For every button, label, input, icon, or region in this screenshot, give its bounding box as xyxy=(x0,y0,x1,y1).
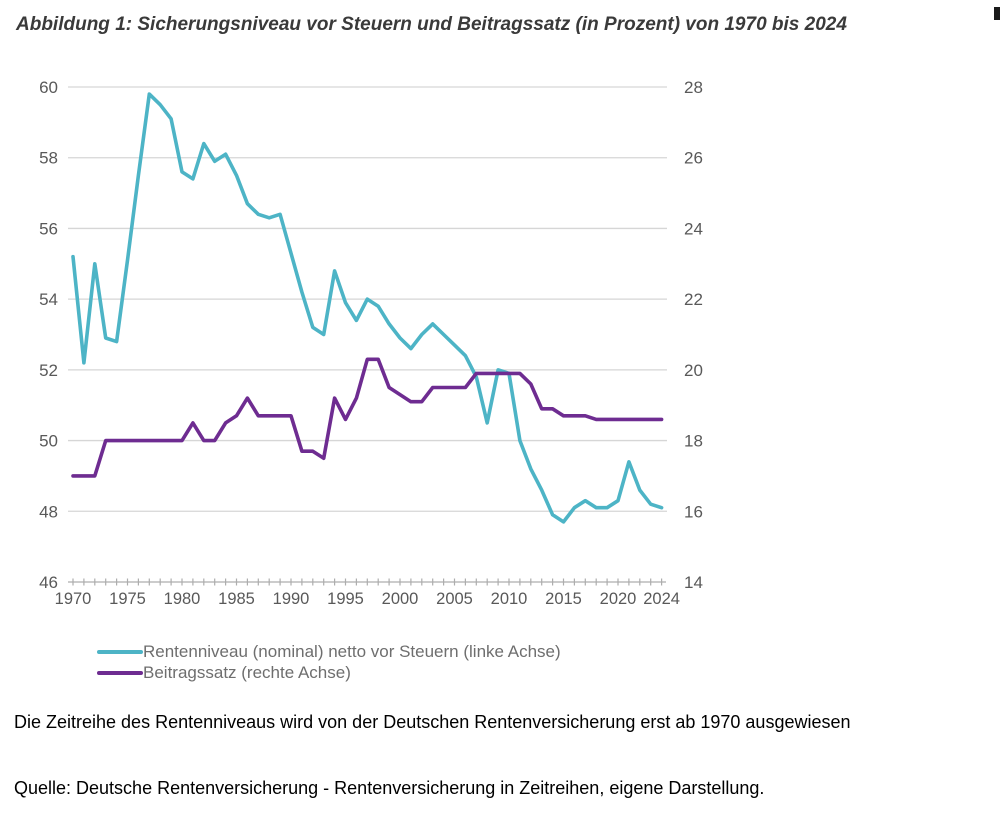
footnote-text: Die Zeitreihe des Rentenniveaus wird von… xyxy=(14,712,851,732)
chart-legend: Rentenniveau (nominal) netto vor Steuern… xyxy=(97,641,561,683)
x-axis-label: 1985 xyxy=(218,590,255,608)
rentenniveau-line-swatch xyxy=(97,649,143,654)
left-axis-label: 46 xyxy=(39,573,58,592)
x-axis-label: 1980 xyxy=(164,590,201,608)
legend-label-rentenniveau: Rentenniveau (nominal) netto vor Steuern… xyxy=(143,641,561,661)
left-axis-label: 52 xyxy=(39,361,58,380)
right-axis-label: 24 xyxy=(684,219,703,238)
x-axis-label: 1975 xyxy=(109,590,146,608)
right-axis-label: 26 xyxy=(684,149,703,168)
legend-item-beitragssatz: Beitragssatz (rechte Achse) xyxy=(97,662,561,683)
chart-canvas: 60 58 56 54 52 50 48 46 28 26 24 22 20 18 16 14 1970 1975… xyxy=(39,78,703,608)
left-axis-label: 50 xyxy=(39,432,58,451)
x-axis-label: 2015 xyxy=(545,590,582,608)
x-axis-label: 1990 xyxy=(273,590,310,608)
beitragssatz-line xyxy=(71,357,664,478)
left-axis-label: 60 xyxy=(39,78,58,97)
legend-label-beitragssatz: Beitragssatz (rechte Achse) xyxy=(143,662,351,682)
left-axis-label: 54 xyxy=(39,290,58,309)
beitragssatz-line-swatch xyxy=(97,670,143,675)
legend-item-rentenniveau: Rentenniveau (nominal) netto vor Steuern… xyxy=(97,641,561,662)
x-axis-label: 2024 xyxy=(643,590,680,608)
x-axis-label: 2020 xyxy=(600,590,637,608)
right-axis-label: 20 xyxy=(684,361,703,380)
left-axis-label: 56 xyxy=(39,219,58,238)
x-axis-label: 2005 xyxy=(436,590,473,608)
left-axis-label: 58 xyxy=(39,149,58,168)
right-axis-label: 28 xyxy=(684,78,703,97)
left-axis-label: 48 xyxy=(39,502,58,521)
x-axis-label: 2000 xyxy=(382,590,419,608)
chart-title: Abbildung 1: Sicherungsniveau vor Steuer… xyxy=(16,14,847,35)
right-axis-label: 18 xyxy=(684,432,703,451)
page-edge-artifact xyxy=(994,7,1000,20)
right-axis-label: 14 xyxy=(684,573,703,592)
x-axis-label: 1970 xyxy=(55,590,92,608)
x-axis-label: 2010 xyxy=(491,590,528,608)
right-axis-label: 22 xyxy=(684,290,703,309)
rentenniveau-line xyxy=(71,92,664,524)
source-text: Quelle: Deutsche Rentenversicherung - Re… xyxy=(14,778,765,798)
right-axis-label: 16 xyxy=(684,502,703,521)
x-axis-label: 1995 xyxy=(327,590,364,608)
